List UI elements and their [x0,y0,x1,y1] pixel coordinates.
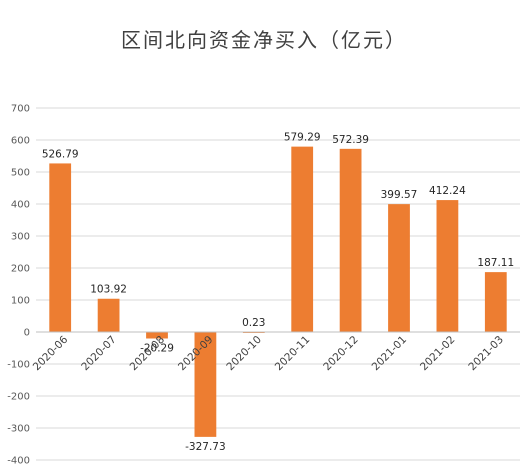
bar-2020-12 [339,148,362,332]
chart-title: 区间北向资金净买入（亿元） [121,28,407,52]
data-label: -327.73 [185,441,226,453]
bar-2020-07 [97,298,120,332]
gridlines [36,107,520,461]
bar-2020-06 [49,163,72,332]
data-label: 103.92 [90,284,127,296]
data-label: 572.39 [332,134,369,146]
bar-2020-09 [194,332,217,437]
x-axis-labels: 2020-06 2020-07 2020-08 2020-09 2020-10 2020-… [31,333,506,373]
y-tick-label: 300 [11,232,30,243]
y-axis-ticks: 700 600 500 400 300 200 100 0 -100 -200 -300 -400 [7,104,30,467]
data-label: 412.24 [429,185,466,197]
y-tick-label: 100 [11,296,30,307]
x-tick-label: 2020-10 [224,334,264,374]
data-labels: 526.79 103.92 -20.29 -327.73 0.23 579.29 572.3… [42,132,514,453]
x-tick-label: 2021-02 [418,334,458,374]
y-tick-label: -100 [7,360,30,371]
bar-2021-03 [484,272,507,332]
data-label: -20.29 [140,342,174,354]
x-tick-label: 2020-07 [79,334,119,374]
x-tick-label: 2021-03 [466,334,506,374]
y-tick-label: -300 [7,424,30,435]
y-tick-label: -200 [7,392,30,403]
y-tick-label: 700 [11,104,30,115]
y-tick-label: 500 [11,168,30,179]
y-tick-label: 400 [11,200,30,211]
x-tick-label: 2021-01 [370,334,410,374]
bar-2020-11 [291,146,314,332]
x-tick-label: 2020-06 [31,333,71,373]
data-label: 0.23 [242,317,265,329]
x-tick-label: 2020-11 [273,334,313,374]
data-label: 187.11 [477,257,514,269]
y-tick-label: 600 [11,136,30,147]
bar-2021-02 [436,200,459,332]
data-label: 526.79 [42,148,79,160]
data-label: 399.57 [381,189,418,201]
bars [49,146,507,437]
data-label: 579.29 [284,132,321,144]
x-tick-label: 2020-12 [321,334,361,374]
y-tick-label: 200 [11,264,30,275]
bar-2021-01 [388,204,410,332]
y-tick-label: 0 [24,328,30,339]
y-tick-label: -400 [7,456,30,467]
bar-2020-08 [146,332,168,339]
